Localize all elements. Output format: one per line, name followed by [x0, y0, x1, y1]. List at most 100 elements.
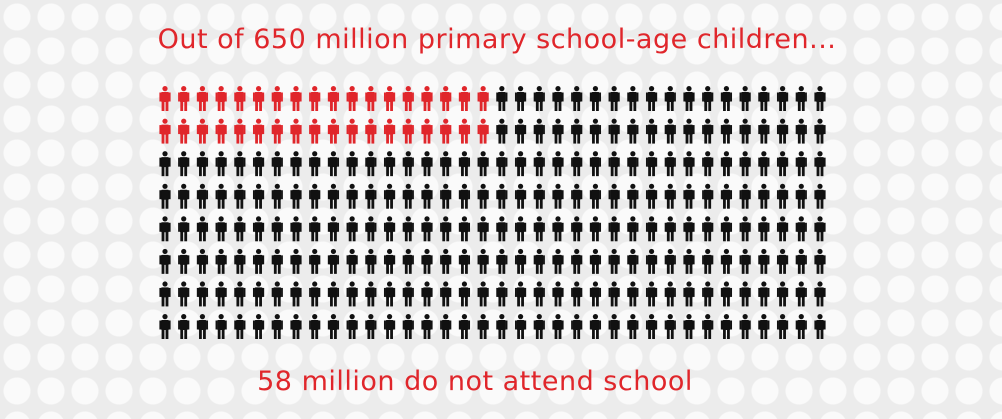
person-icon [383, 216, 396, 242]
person-icon [795, 314, 807, 339]
person-icon [402, 216, 414, 242]
person-icon [702, 183, 714, 209]
person-icon [477, 314, 489, 339]
person-icon [421, 118, 433, 144]
person-icon [252, 86, 265, 111]
person-icon [720, 281, 733, 307]
person-icon [702, 248, 714, 274]
person-icon [252, 151, 265, 177]
person-icon [271, 86, 283, 111]
person-icon [608, 216, 620, 242]
person-icon [814, 86, 826, 111]
person-icon [496, 118, 508, 144]
person-icon [215, 248, 227, 274]
person-icon [514, 216, 527, 242]
person-icon [477, 216, 489, 242]
person-icon [664, 86, 676, 111]
person-icon [365, 118, 377, 144]
person-icon [776, 216, 789, 242]
person-icon [252, 314, 265, 339]
person-icon [758, 183, 770, 209]
person-icon [346, 216, 358, 242]
person-icon [645, 216, 658, 242]
person-icon [346, 314, 358, 339]
person-icon [627, 151, 639, 177]
person-icon [739, 118, 751, 144]
person-icon [627, 314, 639, 339]
person-icon [290, 216, 302, 242]
person-icon [290, 183, 302, 209]
person-icon [196, 151, 209, 177]
person-icon [514, 314, 527, 339]
person-icon [608, 86, 620, 111]
person-icon [196, 118, 209, 144]
person-icon [571, 118, 583, 144]
person-icon [496, 248, 508, 274]
person-icon [758, 248, 770, 274]
person-icon [178, 248, 190, 274]
person-icon [776, 183, 789, 209]
person-icon [196, 248, 209, 274]
person-icon [178, 118, 190, 144]
person-icon [234, 248, 246, 274]
person-icon [571, 281, 583, 307]
person-icon [309, 216, 321, 242]
person-icon [776, 151, 789, 177]
person-icon [589, 118, 602, 144]
person-icon [645, 281, 658, 307]
person-icon [477, 118, 489, 144]
person-icon [571, 183, 583, 209]
person-icon [421, 314, 433, 339]
person-icon [215, 86, 227, 111]
person-icon [309, 248, 321, 274]
person-icon [346, 281, 358, 307]
person-icon [739, 216, 751, 242]
person-icon [215, 314, 227, 339]
person-icon [365, 216, 377, 242]
person-icon [365, 248, 377, 274]
person-icon [234, 86, 246, 111]
person-icon [440, 118, 452, 144]
person-icon [178, 183, 190, 209]
person-icon [252, 183, 265, 209]
person-icon [608, 118, 620, 144]
person-icon [383, 86, 396, 111]
person-icon [683, 281, 695, 307]
person-icon [533, 216, 545, 242]
person-icon [720, 151, 733, 177]
person-icon [720, 118, 733, 144]
person-icon [383, 118, 396, 144]
person-icon [571, 151, 583, 177]
person-icon [496, 151, 508, 177]
person-icon [814, 314, 826, 339]
person-icon [327, 216, 340, 242]
person-icon [421, 216, 433, 242]
person-icon [196, 281, 209, 307]
person-icon [477, 248, 489, 274]
person-icon [664, 216, 676, 242]
person-icon [421, 86, 433, 111]
person-icon [533, 248, 545, 274]
person-icon [589, 216, 602, 242]
person-icon [627, 281, 639, 307]
person-icon [234, 151, 246, 177]
person-icon [645, 183, 658, 209]
person-icon [702, 151, 714, 177]
person-icon [552, 151, 564, 177]
person-icon [178, 281, 190, 307]
person-icon [776, 281, 789, 307]
person-icon [795, 86, 807, 111]
person-icon [290, 86, 302, 111]
person-icon [215, 151, 227, 177]
person-icon [346, 86, 358, 111]
person-icon [795, 248, 807, 274]
person-icon [571, 248, 583, 274]
person-icon [159, 216, 171, 242]
person-icon [290, 118, 302, 144]
person-icon [309, 183, 321, 209]
person-icon [645, 314, 658, 339]
person-icon [346, 118, 358, 144]
person-icon [589, 183, 602, 209]
person-icon [327, 281, 340, 307]
